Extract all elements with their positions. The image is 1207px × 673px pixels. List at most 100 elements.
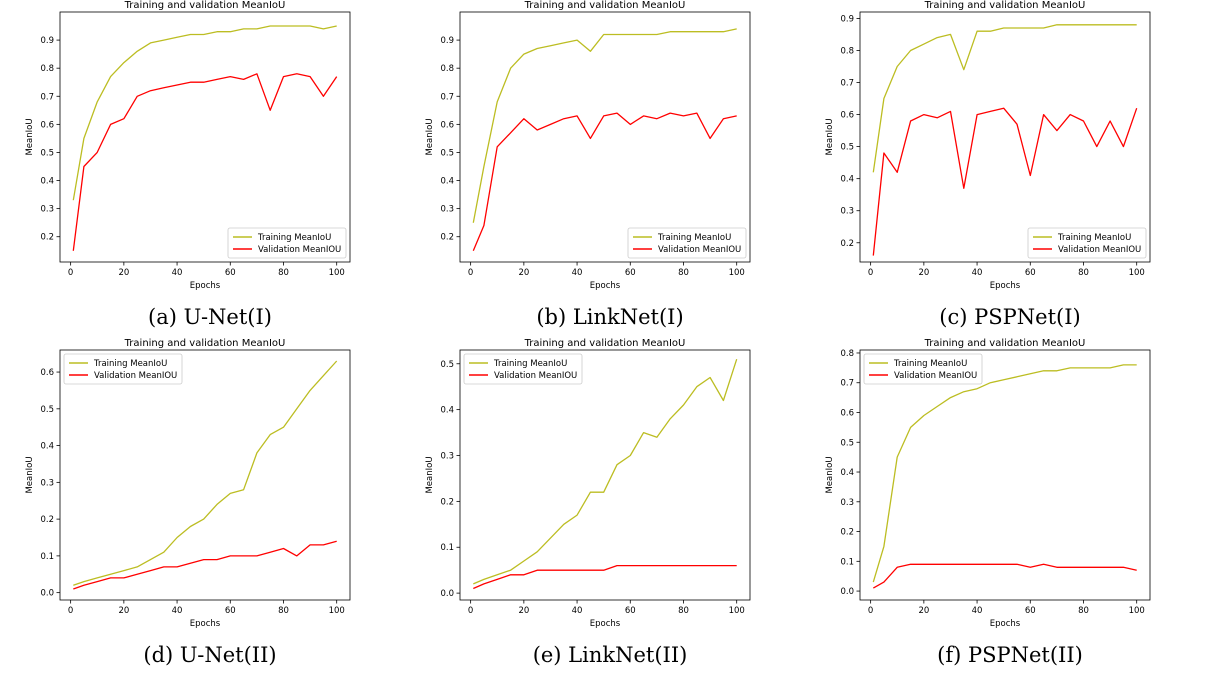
y-tick-label: 0.4 xyxy=(440,177,454,187)
legend-label: Validation MeanIOU xyxy=(94,371,177,381)
x-tick-label: 100 xyxy=(1129,268,1145,278)
y-tick-label: 0.4 xyxy=(440,406,454,416)
y-tick-label: 0.4 xyxy=(840,468,854,478)
y-tick-label: 0.9 xyxy=(440,36,454,46)
y-tick-label: 0.6 xyxy=(840,111,854,121)
x-tick-label: 0 xyxy=(468,268,473,278)
legend-box xyxy=(1027,227,1147,259)
x-tick-label: 80 xyxy=(678,606,689,616)
legend-label: Training MeanIoU xyxy=(893,359,967,369)
y-tick-label: 0.2 xyxy=(440,233,454,243)
x-axis-label: Epochs xyxy=(990,281,1021,291)
x-tick-label: 0 xyxy=(68,606,73,616)
line-chart: Training and validation MeanIoU 0 20 40 60 80… xyxy=(25,338,351,629)
series-line xyxy=(73,360,338,586)
legend-box xyxy=(627,227,747,259)
x-tick-label: 60 xyxy=(625,606,636,616)
line-chart: Training and validation MeanIoU 0 20 40 60 80… xyxy=(825,338,1151,629)
y-tick-label: 0.6 xyxy=(40,120,54,130)
y-tick-label: 0.3 xyxy=(440,452,454,462)
y-tick-label: 0.2 xyxy=(440,497,454,507)
y-axis-label: MeanIoU xyxy=(825,118,835,155)
x-tick-label: 100 xyxy=(1129,606,1145,616)
series-line xyxy=(872,107,1138,256)
y-tick-label: 0.8 xyxy=(440,64,454,74)
y-tick-label: 0.4 xyxy=(40,177,54,187)
y-tick-label: 0.2 xyxy=(40,515,54,525)
x-tick-label: 20 xyxy=(518,268,529,278)
figure-caption: (a) U-Net(I) xyxy=(148,305,272,329)
figure-caption: (e) LinkNet(II) xyxy=(532,643,688,667)
x-tick-label: 60 xyxy=(1025,268,1036,278)
x-tick-label: 20 xyxy=(118,606,129,616)
x-tick-label: 20 xyxy=(118,268,129,278)
plot-frame xyxy=(859,11,1151,263)
legend-box xyxy=(863,353,983,385)
x-tick-label: 100 xyxy=(329,606,345,616)
y-axis-label: MeanIoU xyxy=(25,118,35,155)
y-tick-label: 0.8 xyxy=(40,64,54,74)
x-tick-label: 60 xyxy=(225,268,236,278)
y-axis-label: MeanIoU xyxy=(825,456,835,493)
x-tick-label: 40 xyxy=(572,606,583,616)
chart-panel: Training and validation MeanIoU 0 20 40 60 80… xyxy=(420,338,800,673)
x-axis-label: Epochs xyxy=(590,281,621,291)
legend-box xyxy=(227,227,347,259)
y-tick-label: 0.8 xyxy=(840,349,854,359)
y-tick-label: 0.3 xyxy=(440,205,454,215)
x-axis-label: Epochs xyxy=(990,619,1021,629)
y-axis-label: MeanIoU xyxy=(25,456,35,493)
y-tick-label: 0.1 xyxy=(40,552,54,562)
legend-label: Training MeanIoU xyxy=(257,233,331,243)
x-tick-label: 80 xyxy=(1078,606,1089,616)
series-line xyxy=(872,563,1137,589)
chart-panel: Training and validation MeanIoU 0 20 40 60 80… xyxy=(20,0,400,335)
plot-frame xyxy=(859,349,1151,601)
y-tick-label: 0.0 xyxy=(40,589,54,599)
x-tick-label: 0 xyxy=(868,606,873,616)
y-tick-label: 0.1 xyxy=(840,557,854,567)
series-line xyxy=(473,359,738,585)
legend-box xyxy=(63,353,183,385)
series-line xyxy=(872,364,1137,583)
y-tick-label: 0.5 xyxy=(440,148,454,158)
y-tick-label: 0.9 xyxy=(40,36,54,46)
legend-label: Validation MeanIOU xyxy=(494,371,577,381)
legend-label: Training MeanIoU xyxy=(657,233,731,243)
x-tick-label: 80 xyxy=(278,268,289,278)
figure-caption: (f) PSPNet(II) xyxy=(937,643,1083,667)
x-tick-label: 20 xyxy=(918,606,929,616)
x-tick-label: 20 xyxy=(918,268,929,278)
y-tick-label: 0.3 xyxy=(40,205,54,215)
x-tick-label: 60 xyxy=(1025,606,1036,616)
plot-frame xyxy=(459,349,751,601)
chart-title: Training and validation MeanIoU xyxy=(124,0,286,11)
x-tick-label: 40 xyxy=(172,268,183,278)
x-tick-label: 80 xyxy=(278,606,289,616)
x-tick-label: 80 xyxy=(1078,268,1089,278)
x-tick-label: 40 xyxy=(972,268,983,278)
y-tick-label: 0.5 xyxy=(840,438,854,448)
y-tick-label: 0.3 xyxy=(840,207,854,217)
line-chart: Training and validation MeanIoU 0 20 40 60 80… xyxy=(25,0,351,291)
series-line xyxy=(72,73,338,251)
chart-title: Training and validation MeanIoU xyxy=(924,338,1086,349)
y-tick-label: 0.8 xyxy=(840,46,854,56)
x-tick-label: 80 xyxy=(678,268,689,278)
y-tick-label: 0.0 xyxy=(840,587,854,597)
y-tick-label: 0.3 xyxy=(840,498,854,508)
x-tick-label: 0 xyxy=(68,268,73,278)
x-tick-label: 40 xyxy=(572,268,583,278)
series-line xyxy=(473,564,737,590)
chart-panel: Training and validation MeanIoU 0 20 40 60 80… xyxy=(820,338,1200,673)
x-tick-label: 60 xyxy=(225,606,236,616)
y-tick-label: 0.9 xyxy=(840,14,854,24)
chart-title: Training and validation MeanIoU xyxy=(524,0,686,11)
x-tick-label: 40 xyxy=(172,606,183,616)
x-tick-label: 0 xyxy=(468,606,473,616)
line-chart: Training and validation MeanIoU 0 20 40 60 80… xyxy=(425,338,751,629)
x-tick-label: 20 xyxy=(518,606,529,616)
y-tick-label: 0.6 xyxy=(40,368,54,378)
y-tick-label: 0.7 xyxy=(840,79,854,89)
legend-label: Validation MeanIOU xyxy=(894,371,977,381)
